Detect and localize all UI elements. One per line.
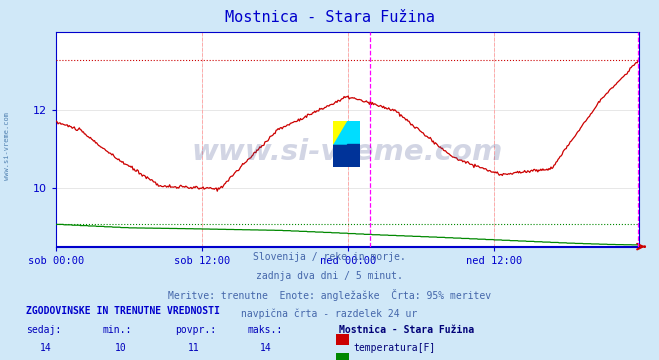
Text: Meritve: trenutne  Enote: angležaške  Črta: 95% meritev: Meritve: trenutne Enote: angležaške Črta… bbox=[168, 289, 491, 301]
Polygon shape bbox=[347, 121, 360, 144]
Text: 11: 11 bbox=[188, 343, 200, 354]
Text: 10: 10 bbox=[115, 343, 127, 354]
Text: sedaj:: sedaj: bbox=[26, 325, 61, 335]
Text: zadnja dva dni / 5 minut.: zadnja dva dni / 5 minut. bbox=[256, 271, 403, 281]
Text: Slovenija / reke in morje.: Slovenija / reke in morje. bbox=[253, 252, 406, 262]
Text: Mostnica - Stara Fužina: Mostnica - Stara Fužina bbox=[339, 325, 474, 335]
Text: navpična črta - razdelek 24 ur: navpična črta - razdelek 24 ur bbox=[241, 308, 418, 319]
Text: temperatura[F]: temperatura[F] bbox=[354, 343, 436, 354]
Text: ZGODOVINSKE IN TRENUTNE VREDNOSTI: ZGODOVINSKE IN TRENUTNE VREDNOSTI bbox=[26, 306, 220, 316]
Text: maks.:: maks.: bbox=[247, 325, 282, 335]
Polygon shape bbox=[333, 144, 360, 167]
Polygon shape bbox=[333, 121, 347, 144]
Text: Mostnica - Stara Fužina: Mostnica - Stara Fužina bbox=[225, 10, 434, 25]
Text: www.si-vreme.com: www.si-vreme.com bbox=[3, 112, 10, 180]
Text: 14: 14 bbox=[260, 343, 272, 354]
Text: 14: 14 bbox=[40, 343, 51, 354]
Text: povpr.:: povpr.: bbox=[175, 325, 215, 335]
Polygon shape bbox=[333, 121, 347, 144]
Polygon shape bbox=[333, 121, 347, 144]
Text: min.:: min.: bbox=[102, 325, 132, 335]
Text: www.si-vreme.com: www.si-vreme.com bbox=[192, 138, 503, 166]
